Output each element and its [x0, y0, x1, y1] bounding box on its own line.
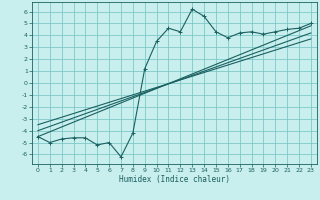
X-axis label: Humidex (Indice chaleur): Humidex (Indice chaleur) [119, 175, 230, 184]
